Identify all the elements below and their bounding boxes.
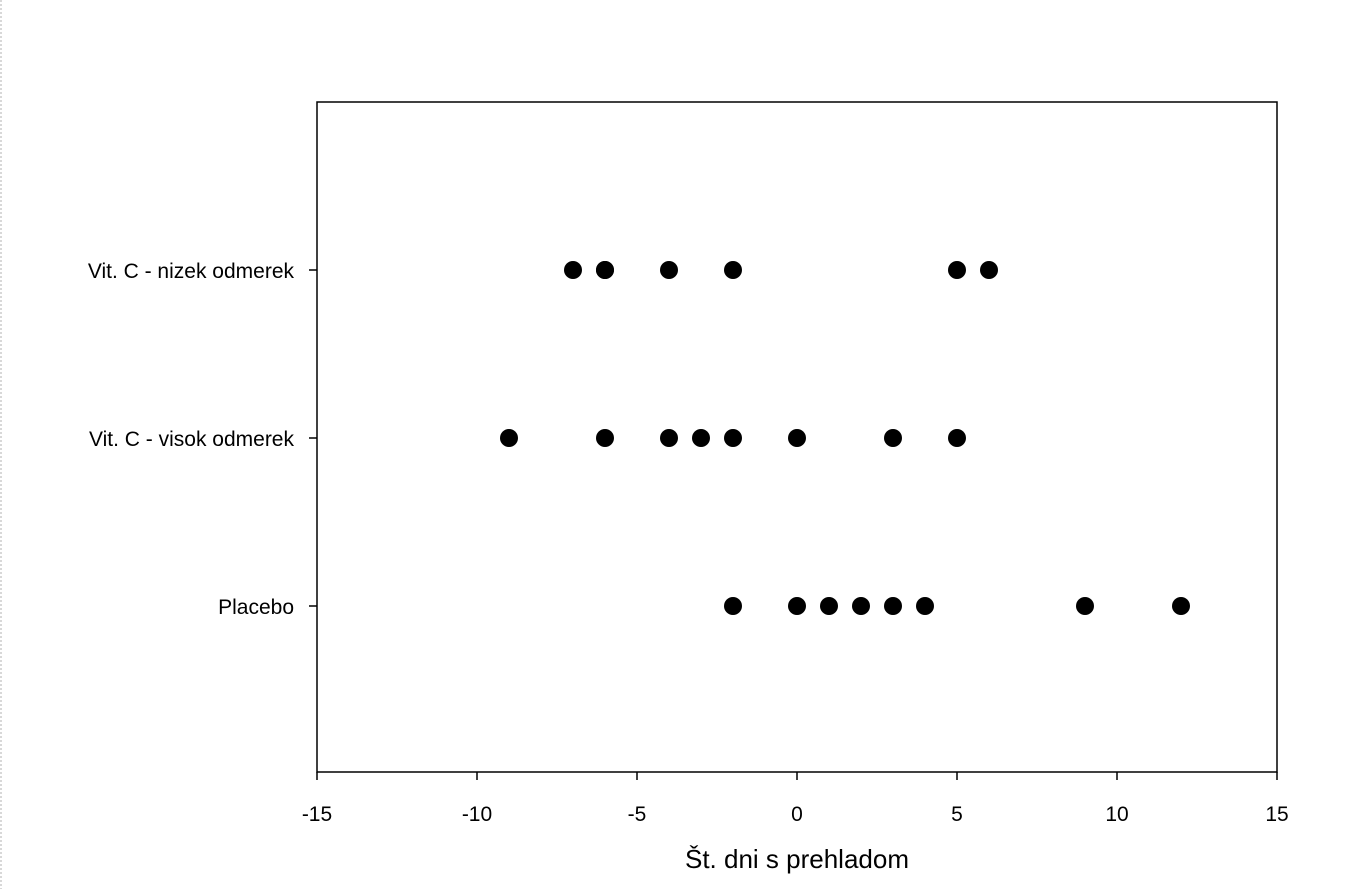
x-axis-title: Št. dni s prehladom [685,844,909,874]
y-tick-label: Vit. C - visok odmerek [89,428,295,451]
x-tick-label: -5 [628,803,647,826]
y-tick-label: Vit. C - nizek odmerek [88,260,295,283]
data-point [500,429,518,447]
data-point [660,261,678,279]
data-point [724,261,742,279]
x-tick-label: -15 [302,803,332,826]
data-point [1172,597,1190,615]
data-point [788,597,806,615]
data-point [980,261,998,279]
data-point [1076,597,1094,615]
data-point [948,429,966,447]
data-point [948,261,966,279]
y-tick-label: Placebo [218,596,294,619]
data-point [564,261,582,279]
data-point [596,261,614,279]
data-point [852,597,870,615]
x-tick-label: 15 [1265,803,1288,826]
data-point [820,597,838,615]
data-point [884,597,902,615]
x-axis-ticks: -15 -10 -5 0 5 10 15 [302,772,1289,826]
x-tick-label: 0 [791,803,803,826]
data-point [660,429,678,447]
x-tick-label: -10 [462,803,492,826]
data-point [724,429,742,447]
x-tick-label: 10 [1105,803,1128,826]
data-point [724,597,742,615]
y-axis-ticks: Vit. C - nizek odmerek Vit. C - visok odm… [88,260,317,619]
data-point [596,429,614,447]
page-border [0,0,4,889]
data-point [884,429,902,447]
data-point [692,429,710,447]
data-points [500,261,1190,615]
x-tick-label: 5 [951,803,963,826]
data-point [788,429,806,447]
data-point [916,597,934,615]
